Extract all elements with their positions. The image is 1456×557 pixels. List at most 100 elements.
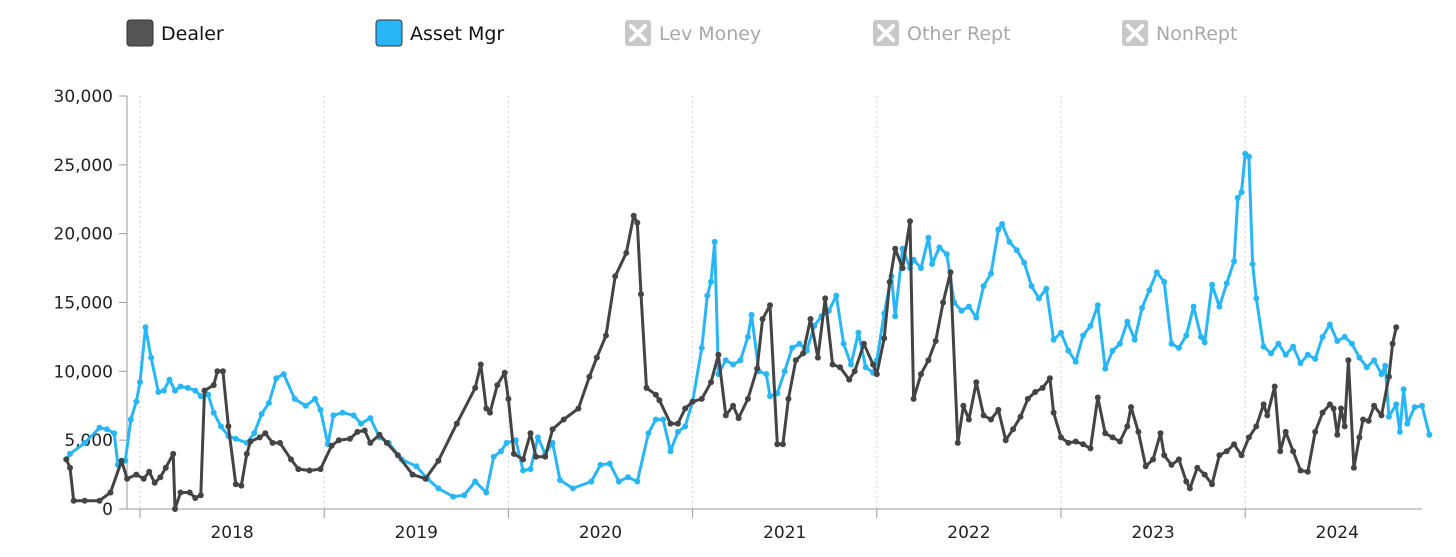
data-point bbox=[855, 329, 862, 336]
legend-item-other-rept[interactable]: Other Rept bbox=[873, 20, 1011, 46]
data-point bbox=[218, 423, 224, 430]
data-point bbox=[744, 333, 751, 340]
x-tick-label: 2020 bbox=[579, 523, 622, 543]
data-point bbox=[988, 270, 994, 277]
legend-disabled-x-icon bbox=[877, 24, 895, 42]
data-point bbox=[973, 314, 980, 321]
data-point bbox=[70, 497, 77, 504]
data-point bbox=[785, 395, 792, 402]
data-point bbox=[243, 450, 250, 457]
data-point bbox=[674, 420, 681, 427]
axes: 30,000 25,000 20,000 15,000 10,000 5,000 0 2018… bbox=[54, 87, 1422, 543]
data-point bbox=[1234, 194, 1241, 201]
data-point bbox=[350, 412, 357, 419]
legend-swatch bbox=[126, 19, 154, 47]
data-point bbox=[214, 368, 221, 375]
data-point bbox=[667, 448, 674, 455]
data-point bbox=[1382, 362, 1389, 369]
data-point bbox=[1080, 332, 1087, 339]
data-point bbox=[892, 313, 899, 320]
data-point bbox=[1183, 332, 1190, 339]
data-point bbox=[792, 357, 799, 364]
data-point bbox=[1245, 153, 1252, 160]
data-point bbox=[1223, 448, 1230, 455]
data-point bbox=[634, 219, 641, 226]
data-point bbox=[133, 398, 140, 405]
data-point bbox=[450, 493, 457, 500]
data-point bbox=[1304, 351, 1311, 358]
data-point bbox=[704, 292, 711, 299]
data-point bbox=[232, 435, 239, 442]
data-point bbox=[1139, 305, 1145, 311]
data-point bbox=[899, 265, 906, 272]
data-point bbox=[1161, 452, 1168, 459]
data-point bbox=[625, 474, 632, 481]
data-point bbox=[256, 434, 263, 441]
data-point bbox=[177, 383, 184, 390]
data-point bbox=[722, 357, 729, 364]
data-point bbox=[219, 368, 226, 375]
data-point bbox=[1238, 452, 1245, 459]
data-point bbox=[715, 351, 722, 358]
data-point bbox=[940, 299, 947, 306]
data-point bbox=[954, 439, 961, 446]
data-point bbox=[435, 485, 442, 492]
data-point bbox=[1058, 434, 1064, 441]
data-point bbox=[317, 466, 324, 473]
data-point bbox=[652, 391, 659, 398]
y-tick-label: 0 bbox=[102, 500, 113, 520]
data-point bbox=[205, 391, 212, 398]
legend-item-asset-mgr[interactable]: Asset Mgr bbox=[375, 19, 504, 47]
data-point bbox=[1094, 302, 1101, 309]
legend-item-lev-money[interactable]: Lev Money bbox=[625, 20, 761, 46]
data-point bbox=[335, 437, 342, 444]
data-point bbox=[860, 340, 867, 347]
data-point bbox=[1356, 434, 1363, 441]
data-point bbox=[197, 492, 204, 499]
data-point bbox=[1013, 247, 1020, 254]
data-point bbox=[929, 261, 936, 267]
data-point bbox=[1363, 364, 1370, 371]
data-point bbox=[1334, 338, 1341, 344]
data-point bbox=[1072, 438, 1079, 445]
data-point bbox=[1297, 360, 1304, 367]
data-point bbox=[1253, 295, 1260, 302]
data-point bbox=[1365, 417, 1372, 424]
data-point bbox=[225, 423, 232, 430]
data-point bbox=[317, 406, 324, 413]
data-point bbox=[312, 395, 318, 402]
data-point bbox=[947, 269, 954, 276]
data-point bbox=[829, 361, 836, 368]
data-point bbox=[1109, 434, 1116, 441]
data-point bbox=[288, 456, 294, 463]
data-point bbox=[295, 466, 302, 473]
legend-item-dealer[interactable]: Dealer bbox=[126, 19, 224, 47]
data-point bbox=[851, 368, 858, 375]
data-point bbox=[162, 464, 169, 471]
data-point bbox=[796, 340, 803, 347]
data-point bbox=[667, 420, 674, 427]
data-point bbox=[593, 354, 600, 361]
data-point bbox=[184, 384, 191, 391]
legend-item-nonrept[interactable]: NonRept bbox=[1122, 20, 1237, 46]
data-point bbox=[722, 412, 729, 419]
data-point bbox=[527, 430, 534, 437]
data-point bbox=[172, 387, 178, 394]
data-point bbox=[634, 478, 641, 485]
data-point bbox=[807, 316, 814, 322]
data-point bbox=[177, 489, 184, 496]
y-tick-label: 25,000 bbox=[54, 156, 113, 176]
data-point bbox=[603, 332, 609, 339]
data-point bbox=[612, 273, 619, 280]
data-point bbox=[656, 397, 663, 404]
data-point bbox=[81, 439, 88, 446]
data-point bbox=[1223, 280, 1230, 287]
data-point bbox=[549, 439, 556, 446]
data-point bbox=[995, 226, 1002, 233]
data-point bbox=[1150, 456, 1157, 463]
data-point bbox=[520, 467, 527, 474]
data-point bbox=[498, 448, 504, 455]
data-point bbox=[1275, 340, 1282, 347]
data-point bbox=[1198, 333, 1204, 340]
